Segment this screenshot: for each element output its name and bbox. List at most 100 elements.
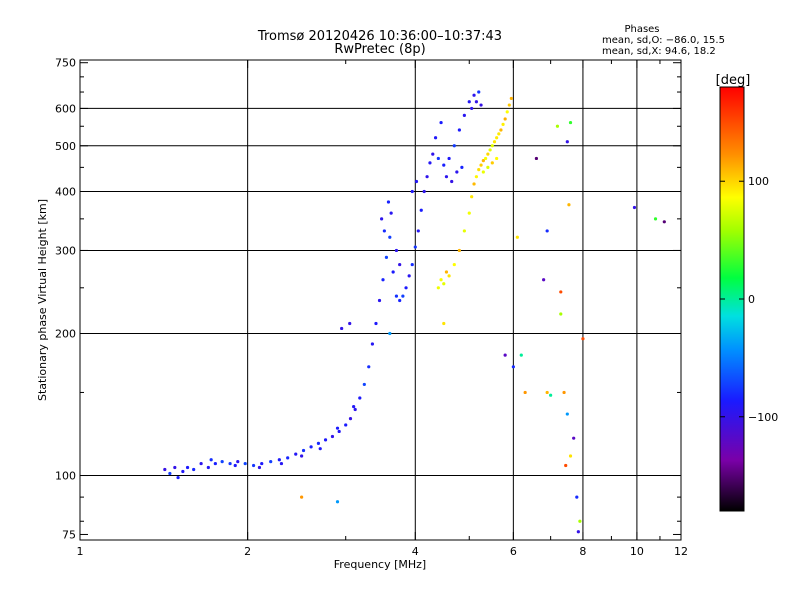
data-point (337, 429, 341, 434)
data-point (330, 434, 335, 439)
data-point (381, 278, 385, 282)
data-point (467, 211, 471, 215)
data-point (286, 456, 290, 460)
data-point (260, 461, 264, 466)
data-point (559, 312, 563, 316)
data-point (348, 321, 352, 326)
data-point (479, 163, 483, 167)
data-point (348, 417, 353, 421)
data-point (562, 390, 566, 395)
data-point (576, 530, 580, 534)
data-point (422, 189, 426, 194)
data-point (545, 229, 549, 233)
data-point (452, 262, 456, 267)
data-point (519, 353, 523, 357)
data-point (209, 458, 213, 462)
data-point (457, 128, 461, 132)
data-point (163, 467, 167, 472)
data-point (495, 136, 499, 140)
data-point (279, 461, 284, 466)
data-point (377, 298, 382, 303)
data-point (503, 353, 507, 357)
data-point (492, 140, 497, 144)
data-point (565, 412, 569, 416)
data-point (501, 122, 505, 127)
x-tick-label: 10 (630, 545, 644, 558)
data-point (344, 423, 348, 427)
data-point (309, 445, 313, 449)
data-point (413, 245, 417, 249)
phases-title: Phases (624, 24, 659, 35)
data-point (294, 452, 298, 456)
data-point (442, 282, 446, 286)
data-point (220, 460, 224, 464)
data-point (572, 436, 576, 440)
data-point (447, 274, 451, 278)
data-point (439, 278, 443, 282)
data-point (358, 396, 362, 400)
data-points (163, 90, 666, 534)
data-point (455, 170, 459, 174)
data-point (388, 235, 392, 239)
data-point (472, 93, 476, 97)
data-point (389, 211, 393, 215)
data-point (300, 454, 304, 458)
plot-frame (79, 59, 682, 541)
x-tick-label: 2 (244, 545, 251, 558)
data-point (439, 120, 443, 125)
data-point (564, 463, 568, 468)
data-point (490, 161, 494, 165)
data-point (490, 144, 494, 148)
data-point (442, 163, 446, 167)
data-point (515, 235, 519, 239)
data-point (168, 471, 172, 476)
data-point (470, 195, 474, 199)
data-point (181, 469, 185, 474)
y-tick-label: 100 (55, 470, 76, 483)
data-point (394, 248, 399, 253)
data-point (318, 447, 322, 451)
data-point (185, 465, 190, 470)
data-point (410, 262, 414, 267)
data-point (382, 229, 386, 233)
y-tick-label: 500 (55, 140, 76, 153)
x-tick-label: 12 (674, 545, 688, 558)
data-point (444, 270, 449, 274)
data-point (380, 217, 384, 221)
data-point (173, 465, 177, 470)
y-tick-label: 750 (55, 57, 76, 70)
data-point (488, 148, 492, 152)
data-point (474, 100, 479, 104)
data-point (486, 165, 490, 169)
data-point (542, 278, 546, 282)
data-point (398, 298, 402, 303)
data-point (362, 382, 366, 387)
phases-line-o: mean, sd,O: −86.0, 15.5 (602, 35, 725, 46)
data-point (452, 144, 456, 148)
data-point (462, 113, 466, 117)
data-point (277, 458, 281, 462)
data-point (414, 179, 419, 184)
data-point (505, 110, 509, 114)
data-point (407, 274, 411, 278)
data-point (575, 495, 579, 499)
data-point (374, 321, 378, 326)
data-point (442, 321, 446, 326)
data-point (457, 248, 461, 253)
data-point (228, 461, 232, 466)
data-point (549, 393, 553, 397)
data-point (567, 203, 571, 207)
data-point (534, 156, 539, 161)
data-point (233, 463, 237, 468)
data-point (391, 270, 395, 274)
colorbar-tick-label: 0 (748, 293, 755, 306)
data-point (410, 189, 414, 194)
data-point (398, 262, 402, 267)
x-tick-label: 6 (510, 545, 517, 558)
data-point (462, 229, 466, 233)
data-point (565, 140, 569, 144)
x-axis-label: Frequency [MHz] (334, 558, 426, 571)
data-point (335, 500, 340, 504)
data-point (431, 152, 435, 156)
